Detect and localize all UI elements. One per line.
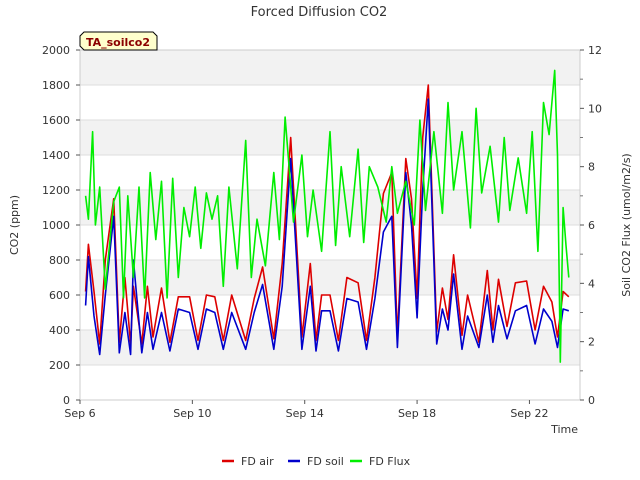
tag-label: TA_soilco2 — [86, 36, 150, 49]
left-tick-label: 0 — [63, 394, 70, 407]
x-axis-label: Time — [550, 423, 578, 436]
right-tick-label: 8 — [588, 161, 595, 174]
right-tick-label: 4 — [588, 277, 595, 290]
x-tick-label: Sep 22 — [510, 407, 548, 420]
chart-title: Forced Diffusion CO2 — [251, 5, 388, 20]
right-axis-label: Soil CO2 Flux (umol/m2/s) — [620, 153, 633, 296]
left-axis-label: CO2 (ppm) — [8, 195, 21, 255]
left-axis-ticks: 0 200 400 600 800 1000 1200 1400 1600 1800 2000 — [42, 44, 80, 407]
legend-label-fd-soil: FD soil — [307, 455, 344, 468]
left-tick-label: 2000 — [42, 44, 70, 57]
background-band — [80, 190, 580, 225]
background-band — [80, 50, 580, 85]
right-tick-label: 2 — [588, 336, 595, 349]
x-tick-label: Sep 6 — [64, 407, 95, 420]
left-tick-label: 1400 — [42, 149, 70, 162]
right-axis-ticks: 0 2 4 6 8 10 12 — [580, 44, 602, 407]
right-tick-label: 0 — [588, 394, 595, 407]
right-tick-label: 6 — [588, 219, 595, 232]
right-tick-label: 12 — [588, 44, 602, 57]
left-tick-label: 1800 — [42, 79, 70, 92]
legend-label-fd-flux: FD Flux — [369, 455, 411, 468]
background-band — [80, 330, 580, 365]
x-tick-label: Sep 10 — [173, 407, 211, 420]
left-tick-label: 1600 — [42, 114, 70, 127]
left-tick-label: 1200 — [42, 184, 70, 197]
series-line-fd-air — [84, 84, 570, 345]
left-tick-label: 800 — [49, 254, 70, 267]
left-tick-label: 1000 — [42, 219, 70, 232]
series-line-fd-flux — [84, 69, 570, 363]
tag-box: TA_soilco2 — [79, 31, 158, 51]
right-tick-label: 10 — [588, 102, 602, 115]
x-tick-label: Sep 14 — [286, 407, 324, 420]
legend: FD air FD soil FD Flux — [222, 455, 411, 468]
left-tick-label: 400 — [49, 324, 70, 337]
legend-label-fd-air: FD air — [241, 455, 274, 468]
left-tick-label: 200 — [49, 359, 70, 372]
x-axis-ticks: Sep 6 Sep 10 Sep 14 Sep 18 Sep 22 — [64, 400, 549, 420]
background-band — [80, 260, 580, 295]
series-lines — [84, 69, 570, 363]
x-tick-label: Sep 18 — [398, 407, 436, 420]
left-tick-label: 600 — [49, 289, 70, 302]
background-bands — [80, 50, 580, 365]
series-line-fd-soil — [84, 98, 570, 356]
